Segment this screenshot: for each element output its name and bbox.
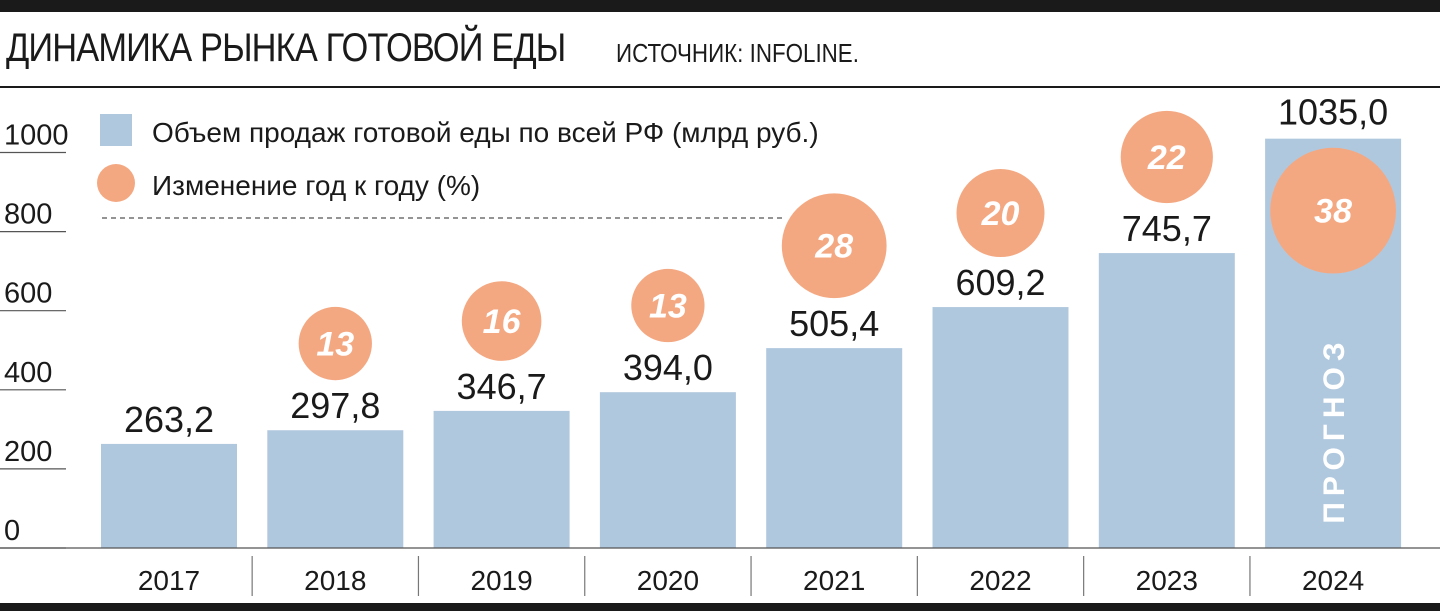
bars: ПРОГНОЗ	[101, 138, 1402, 548]
change-label: 13	[316, 326, 354, 364]
legend-bar-label: Объем продаж готовой еды по всей РФ (млр…	[152, 117, 819, 148]
change-circle-2021	[781, 193, 887, 299]
value-label: 745,7	[1122, 208, 1212, 249]
x-tick-label: 2020	[637, 565, 699, 596]
change-circle-2024	[1270, 147, 1396, 274]
x-axis: 2017 2018 2019 2020 2021 2022 2023 2024	[0, 547, 1440, 596]
change-circle-2020	[631, 268, 705, 343]
value-label: 1035,0	[1278, 92, 1388, 133]
bottom-rule	[0, 603, 1440, 611]
chart-title: ДИНАМИКА РЫНКА ГОТОВОЙ ЕДЫ	[6, 26, 566, 70]
x-tick-label: 2021	[803, 565, 865, 596]
x-tick-label: 2019	[470, 565, 532, 596]
x-tick-label: 2017	[138, 565, 200, 596]
bar-2020	[599, 392, 736, 548]
value-label: 346,7	[457, 366, 547, 407]
change-circle-2022	[956, 169, 1045, 258]
change-label: 16	[483, 303, 522, 341]
value-label: 609,2	[955, 262, 1045, 303]
x-tick-label: 2023	[1136, 565, 1198, 596]
value-labels: 263,2 297,8 346,7 394,0 505,4 609,2 745,7 1035,…	[124, 92, 1388, 440]
x-tick-label: 2018	[304, 565, 366, 596]
header-rule	[0, 86, 1440, 88]
change-label: 13	[649, 288, 687, 326]
legend-bar-swatch	[100, 114, 132, 146]
x-tick-label: 2024	[1302, 565, 1364, 596]
bar-2023	[1098, 253, 1235, 548]
value-label: 394,0	[623, 347, 713, 388]
legend-circle-label: Изменение год к году (%)	[152, 170, 480, 201]
y-tick-label: 200	[4, 436, 52, 468]
bar-2018	[267, 430, 404, 548]
value-label: 263,2	[124, 399, 214, 440]
change-label: 22	[1147, 139, 1186, 177]
value-label: 297,8	[290, 385, 380, 426]
bar-2017	[101, 443, 237, 548]
y-tick-label: 0	[4, 515, 20, 547]
x-tick-label: 2022	[969, 565, 1031, 596]
y-tick-label: 600	[4, 278, 52, 310]
legend: Объем продаж готовой еды по всей РФ (млр…	[97, 114, 819, 219]
value-label: 505,4	[789, 303, 879, 344]
y-tick-label: 400	[4, 357, 52, 389]
y-tick-label: 1000	[4, 120, 69, 152]
change-circle-2018	[298, 306, 372, 381]
bar-2021	[766, 348, 903, 548]
change-circle-2019	[461, 281, 542, 361]
bar-2019	[433, 410, 570, 548]
change-circles: 13 16 13 28 20 22 38	[298, 110, 1396, 381]
forecast-label: ПРОГНОЗ	[1318, 336, 1351, 523]
top-rule	[0, 0, 1440, 12]
change-label: 38	[1314, 193, 1352, 231]
y-axis: 0 200 400 600 800 1000	[0, 120, 69, 549]
legend-circle-swatch	[97, 164, 135, 202]
change-circle-2023	[1120, 110, 1213, 204]
change-label: 20	[981, 195, 1020, 233]
chart-source: ИСТОЧНИК: INFOLINE.	[616, 38, 859, 68]
y-tick-label: 800	[4, 199, 52, 231]
change-label: 28	[814, 228, 853, 266]
bar-2022	[932, 307, 1069, 548]
